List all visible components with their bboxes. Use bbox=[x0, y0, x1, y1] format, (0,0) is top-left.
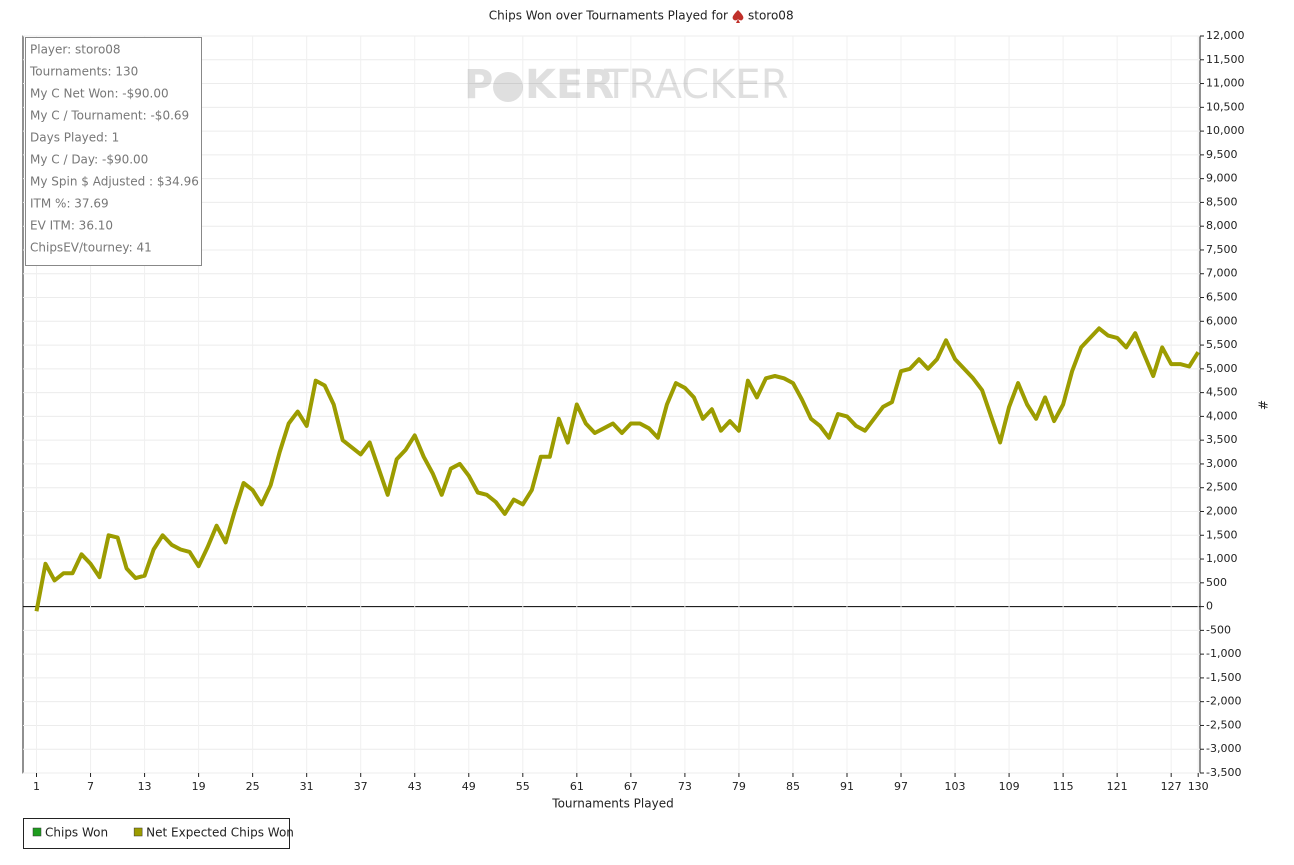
legend-swatch bbox=[32, 827, 42, 837]
info-line: EV ITM: 36.10 bbox=[30, 219, 113, 233]
x-tick-label: 43 bbox=[408, 780, 422, 793]
info-box: Player: storo08 Tournaments: 130 My C Net … bbox=[25, 37, 202, 266]
y-tick-label: 7,000 bbox=[1206, 267, 1238, 280]
y-tick-label: 0 bbox=[1206, 600, 1213, 613]
y-tick-label: 2,500 bbox=[1206, 481, 1238, 494]
info-line: My C Net Won: -$90.00 bbox=[30, 87, 169, 101]
x-axis-label: Tournaments Played bbox=[551, 797, 673, 811]
x-tick-label: 7 bbox=[87, 780, 94, 793]
y-tick-label: -500 bbox=[1206, 623, 1231, 636]
watermark-chip bbox=[493, 72, 523, 102]
y-tick-label: 11,000 bbox=[1206, 77, 1245, 90]
x-tick-label: 130 bbox=[1188, 780, 1209, 793]
x-tick-label: 109 bbox=[999, 780, 1020, 793]
info-line: ITM %: 37.69 bbox=[30, 197, 109, 211]
x-tick-label: 121 bbox=[1107, 780, 1128, 793]
legend-label: Chips Won bbox=[45, 826, 108, 840]
spade-icon bbox=[732, 10, 744, 23]
x-tick-label: 19 bbox=[192, 780, 206, 793]
y-tick-label: 6,500 bbox=[1206, 291, 1238, 304]
x-tick-label: 79 bbox=[732, 780, 746, 793]
x-tick-label: 97 bbox=[894, 780, 908, 793]
y-axis-label: # bbox=[1256, 400, 1270, 410]
x-tick-label: 49 bbox=[462, 780, 476, 793]
x-tick-label: 115 bbox=[1053, 780, 1074, 793]
y-tick-label: 5,500 bbox=[1206, 338, 1238, 351]
x-tick-label: 13 bbox=[138, 780, 152, 793]
legend-swatch bbox=[133, 827, 143, 837]
watermark-left: P bbox=[464, 62, 493, 108]
y-tick-label: 10,000 bbox=[1206, 124, 1245, 137]
info-line: My C / Tournament: -$0.69 bbox=[30, 109, 189, 123]
y-tick-label: 1,500 bbox=[1206, 528, 1238, 541]
y-tick-label: -1,500 bbox=[1206, 671, 1241, 684]
plot-area bbox=[22, 35, 1201, 774]
x-tick-label: 103 bbox=[945, 780, 966, 793]
info-line: My Spin $ Adjusted : $34.96 bbox=[30, 175, 199, 189]
y-tick-label: 2,000 bbox=[1206, 504, 1238, 517]
y-tick-label: -2,000 bbox=[1206, 695, 1241, 708]
legend-frame bbox=[23, 818, 290, 849]
y-tick-label: -3,000 bbox=[1206, 742, 1241, 755]
legend: Chips Won Net Expected Chips Won bbox=[23, 818, 294, 849]
y-tick-label: 10,500 bbox=[1206, 100, 1245, 113]
y-tick-label: 4,500 bbox=[1206, 386, 1238, 399]
y-tick-label: 12,000 bbox=[1206, 29, 1245, 42]
info-line: My C / Day: -$90.00 bbox=[30, 153, 148, 167]
x-tick-label: 1 bbox=[33, 780, 40, 793]
y-tick-label: 8,500 bbox=[1206, 195, 1238, 208]
y-tick-label: 3,500 bbox=[1206, 433, 1238, 446]
player-name: storo08 bbox=[748, 9, 794, 23]
chart-title: Chips Won over Tournaments Played for bbox=[489, 9, 728, 23]
y-tick-label: 8,000 bbox=[1206, 219, 1238, 232]
x-tick-label: 37 bbox=[354, 780, 368, 793]
watermark: P KER TRACKER bbox=[464, 62, 789, 108]
x-tick-label: 73 bbox=[678, 780, 692, 793]
y-tick-label: -2,500 bbox=[1206, 718, 1241, 731]
watermark-right: TRACKER bbox=[603, 62, 789, 108]
info-frame bbox=[25, 37, 202, 266]
y-tick-label: 500 bbox=[1206, 576, 1227, 589]
info-line: ChipsEV/tourney: 41 bbox=[30, 241, 152, 255]
x-tick-label: 67 bbox=[624, 780, 638, 793]
y-tick-label: 1,000 bbox=[1206, 552, 1238, 565]
y-tick-label: 5,000 bbox=[1206, 362, 1238, 375]
x-tick-label: 85 bbox=[786, 780, 800, 793]
info-line: Tournaments: 130 bbox=[29, 65, 138, 79]
y-tick-label: 6,000 bbox=[1206, 314, 1238, 327]
grid bbox=[23, 35, 1200, 774]
x-tick-label: 31 bbox=[300, 780, 314, 793]
y-tick-label: 3,000 bbox=[1206, 457, 1238, 470]
y-tick-label: -1,000 bbox=[1206, 647, 1241, 660]
legend-label: Net Expected Chips Won bbox=[146, 826, 294, 840]
x-tick-label: 91 bbox=[840, 780, 854, 793]
info-line: Days Played: 1 bbox=[30, 131, 119, 145]
watermark-mid: KER bbox=[525, 62, 614, 108]
info-line: Player: storo08 bbox=[30, 43, 121, 57]
y-tick-label: 7,500 bbox=[1206, 243, 1238, 256]
y-tick-label: 11,500 bbox=[1206, 53, 1245, 66]
x-tick-label: 61 bbox=[570, 780, 584, 793]
x-tick-label: 127 bbox=[1161, 780, 1182, 793]
y-tick-label: -3,500 bbox=[1206, 766, 1241, 779]
y-tick-label: 4,000 bbox=[1206, 409, 1238, 422]
y-tick-label: 9,000 bbox=[1206, 172, 1238, 185]
x-tick-label: 55 bbox=[516, 780, 530, 793]
series-line bbox=[34, 326, 1200, 612]
x-tick-label: 25 bbox=[246, 780, 260, 793]
y-tick-label: 9,500 bbox=[1206, 148, 1238, 161]
lines bbox=[34, 326, 1200, 612]
